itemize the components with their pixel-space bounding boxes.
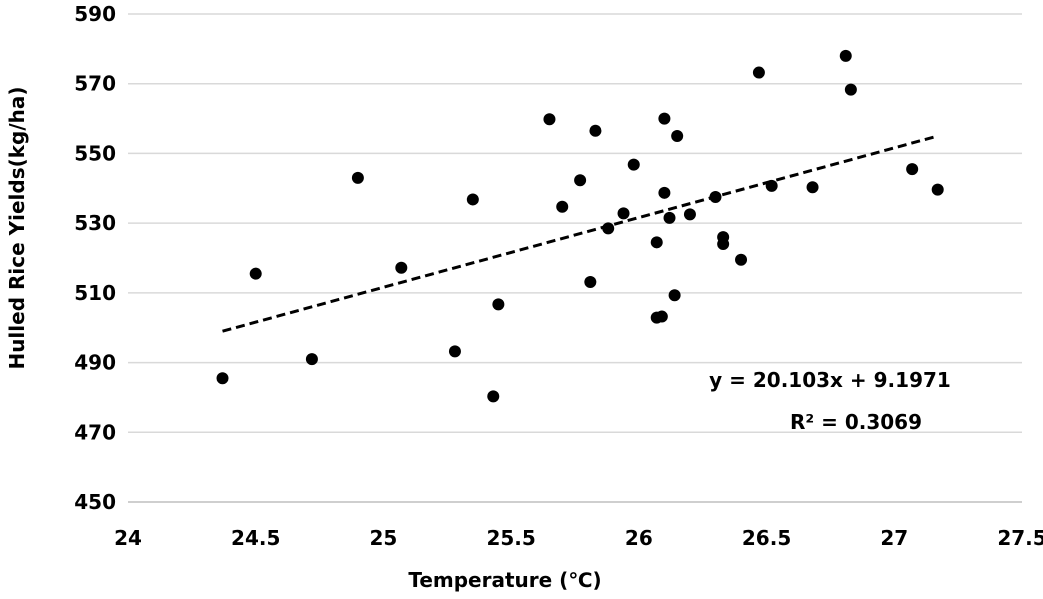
data-point xyxy=(602,222,615,235)
y-tick-label: 550 xyxy=(74,141,116,165)
data-point xyxy=(650,236,663,249)
data-point xyxy=(752,66,765,79)
data-point xyxy=(395,261,408,274)
x-tick-label: 27 xyxy=(880,526,908,550)
data-point xyxy=(765,179,778,192)
y-tick-label: 490 xyxy=(74,351,116,375)
data-point xyxy=(655,310,668,323)
data-point xyxy=(543,113,556,126)
data-point xyxy=(717,238,730,251)
trendline xyxy=(222,134,939,333)
data-point xyxy=(216,372,229,385)
data-point xyxy=(906,163,919,176)
data-point xyxy=(617,207,630,220)
x-axis-title: Temperature (℃) xyxy=(408,568,601,592)
data-point xyxy=(735,253,748,266)
data-point xyxy=(663,211,676,224)
data-point xyxy=(249,267,262,280)
gridlines xyxy=(128,13,1022,434)
y-axis-title: Hulled Rice Yields(kg/ha) xyxy=(5,86,29,369)
data-point xyxy=(556,200,569,213)
data-point xyxy=(839,49,852,62)
data-points xyxy=(216,49,944,403)
data-point xyxy=(658,112,671,125)
r-squared-label: R² = 0.3069 xyxy=(790,410,922,434)
data-point xyxy=(709,191,722,203)
y-tick-label: 570 xyxy=(74,72,116,96)
x-tick-label: 25 xyxy=(370,526,398,550)
data-point xyxy=(931,183,944,196)
trendline-equation: y = 20.103x + 9.1971 xyxy=(709,368,951,392)
y-tick-label: 590 xyxy=(74,2,116,26)
y-tick-label: 450 xyxy=(74,490,116,514)
data-point xyxy=(844,83,857,96)
x-tick-label: 26.5 xyxy=(742,526,791,550)
data-point xyxy=(658,186,671,199)
data-point xyxy=(574,174,587,187)
data-point xyxy=(671,130,684,142)
data-point xyxy=(589,124,602,137)
data-point xyxy=(487,390,500,403)
x-tick-label: 24.5 xyxy=(231,526,280,550)
y-tick-labels: 450 470 490 510 530 550 570 590 xyxy=(74,2,116,514)
data-point xyxy=(448,345,461,358)
x-tick-labels: 24 24.5 25 25.5 26 26.5 27 27.5 xyxy=(114,526,1043,550)
data-point xyxy=(351,171,364,184)
data-point xyxy=(668,289,681,302)
data-point xyxy=(806,181,819,194)
data-point xyxy=(305,353,318,366)
x-tick-label: 25.5 xyxy=(486,526,535,550)
y-tick-label: 530 xyxy=(74,211,116,235)
data-point xyxy=(627,158,640,171)
data-point xyxy=(584,276,597,289)
x-tick-label: 27.5 xyxy=(997,526,1043,550)
y-tick-label: 510 xyxy=(74,281,116,305)
y-tick-label: 470 xyxy=(74,420,116,444)
data-point xyxy=(683,208,696,221)
data-point xyxy=(466,193,479,206)
data-point xyxy=(492,298,505,311)
x-tick-label: 24 xyxy=(114,526,142,550)
x-tick-label: 26 xyxy=(625,526,653,550)
